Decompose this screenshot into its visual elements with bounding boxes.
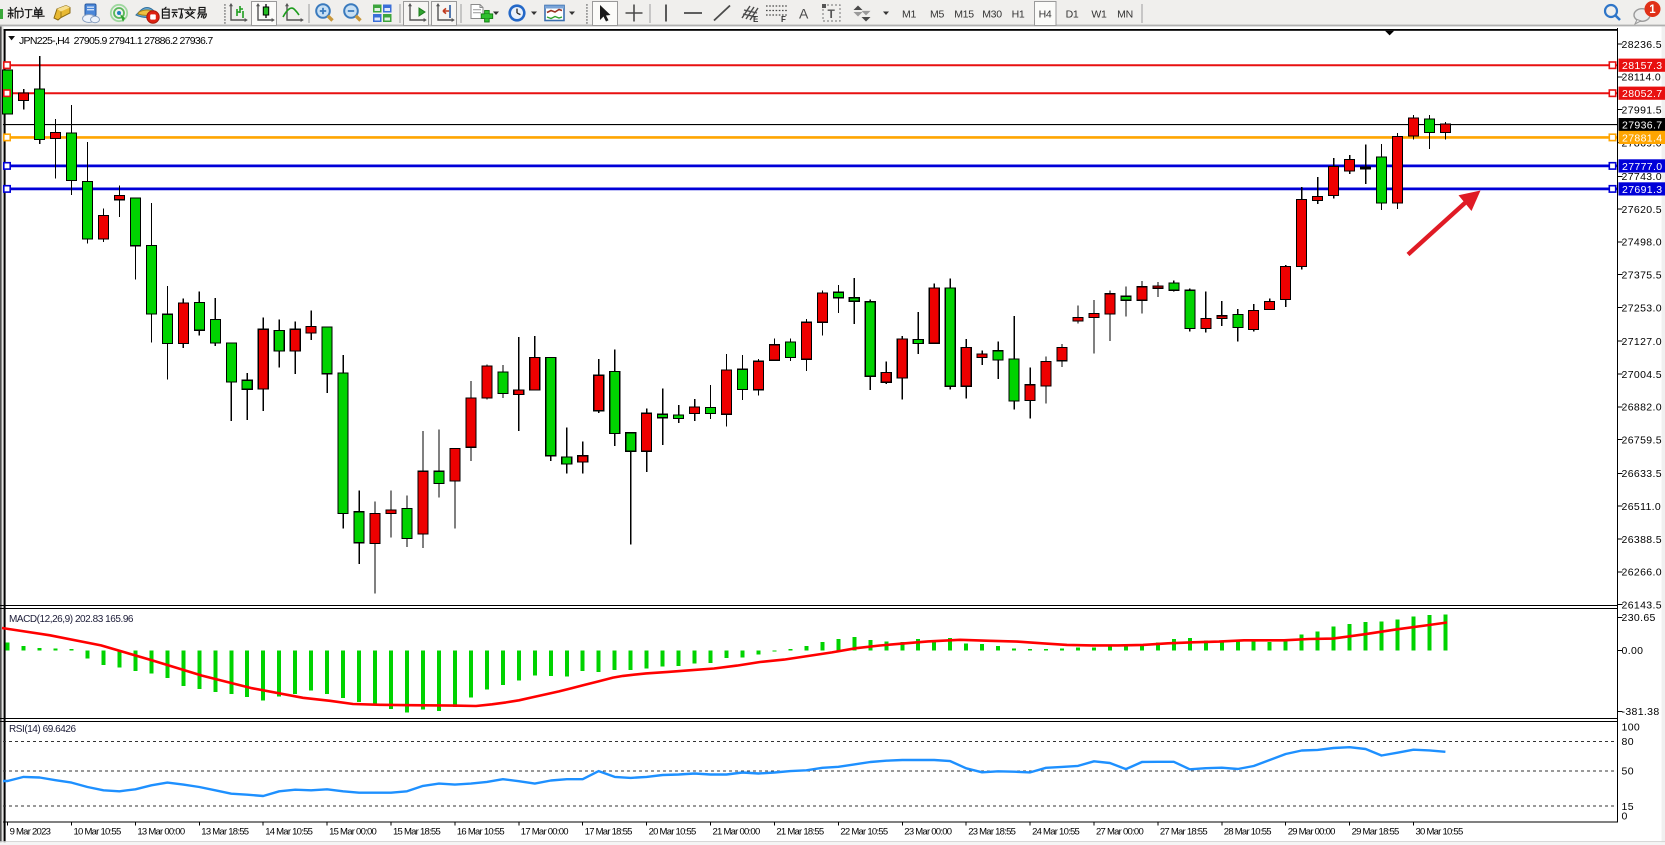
svg-text:H4: H4 xyxy=(1039,8,1052,20)
svg-text:10 Mar 10:55: 10 Mar 10:55 xyxy=(74,827,121,838)
svg-text:0.00: 0.00 xyxy=(1622,645,1644,657)
svg-text:26143.5: 26143.5 xyxy=(1622,599,1662,611)
svg-text:1: 1 xyxy=(1649,4,1656,16)
svg-text:A: A xyxy=(799,6,809,22)
svg-text:0: 0 xyxy=(1622,811,1628,823)
svg-text:27691.3: 27691.3 xyxy=(1622,184,1662,196)
svg-text:23 Mar 18:55: 23 Mar 18:55 xyxy=(968,827,1015,838)
svg-text:27498.0: 27498.0 xyxy=(1622,237,1662,249)
svg-text:MACD(12,26,9) 202.83 165.96: MACD(12,26,9) 202.83 165.96 xyxy=(9,614,134,625)
svg-text:28114.0: 28114.0 xyxy=(1622,72,1662,84)
svg-text:28157.3: 28157.3 xyxy=(1622,60,1662,72)
svg-text:26759.5: 26759.5 xyxy=(1622,434,1662,446)
svg-text:M5: M5 xyxy=(930,8,944,20)
svg-text:28052.7: 28052.7 xyxy=(1622,88,1662,100)
svg-text:23 Mar 00:00: 23 Mar 00:00 xyxy=(904,827,951,838)
svg-text:14 Mar 10:55: 14 Mar 10:55 xyxy=(265,827,312,838)
svg-text:-381.38: -381.38 xyxy=(1622,706,1660,718)
svg-text:RSI(14) 69.6426: RSI(14) 69.6426 xyxy=(9,724,77,735)
svg-text:27936.7: 27936.7 xyxy=(1622,120,1662,132)
svg-text:27620.5: 27620.5 xyxy=(1622,204,1662,216)
svg-text:E: E xyxy=(753,15,759,24)
svg-text:27991.5: 27991.5 xyxy=(1622,105,1662,117)
svg-text:F: F xyxy=(781,15,786,24)
svg-text:21 Mar 18:55: 21 Mar 18:55 xyxy=(776,827,823,838)
svg-text:27127.0: 27127.0 xyxy=(1622,336,1662,348)
svg-text:29 Mar 18:55: 29 Mar 18:55 xyxy=(1352,827,1399,838)
svg-text:M30: M30 xyxy=(982,8,1002,20)
svg-text:22 Mar 10:55: 22 Mar 10:55 xyxy=(840,827,887,838)
svg-text:26882.0: 26882.0 xyxy=(1622,402,1662,414)
svg-text:15 Mar 18:55: 15 Mar 18:55 xyxy=(393,827,440,838)
svg-text:15: 15 xyxy=(1622,801,1634,813)
svg-text:M15: M15 xyxy=(954,8,974,20)
svg-text:27881.4: 27881.4 xyxy=(1622,132,1662,144)
svg-text:13 Mar 00:00: 13 Mar 00:00 xyxy=(137,827,184,838)
svg-text:17 Mar 18:55: 17 Mar 18:55 xyxy=(585,827,632,838)
svg-text:28236.5: 28236.5 xyxy=(1622,39,1662,51)
svg-text:30 Mar 10:55: 30 Mar 10:55 xyxy=(1416,827,1463,838)
svg-text:9 Mar 2023: 9 Mar 2023 xyxy=(10,827,51,838)
svg-text:26388.5: 26388.5 xyxy=(1622,534,1662,546)
svg-text:50: 50 xyxy=(1622,766,1634,778)
svg-text:H1: H1 xyxy=(1012,8,1025,20)
svg-text:T: T xyxy=(828,7,836,21)
svg-text:13 Mar 18:55: 13 Mar 18:55 xyxy=(201,827,248,838)
svg-text:17 Mar 00:00: 17 Mar 00:00 xyxy=(521,827,568,838)
svg-text:27253.0: 27253.0 xyxy=(1622,302,1662,314)
svg-text:W1: W1 xyxy=(1091,8,1107,20)
svg-text:26511.0: 26511.0 xyxy=(1622,501,1662,513)
svg-text:MN: MN xyxy=(1117,8,1133,20)
svg-text:100: 100 xyxy=(1622,721,1641,733)
svg-text:230.65: 230.65 xyxy=(1622,612,1656,624)
svg-text:26633.5: 26633.5 xyxy=(1622,468,1662,480)
svg-text:16 Mar 10:55: 16 Mar 10:55 xyxy=(457,827,504,838)
svg-text:27 Mar 18:55: 27 Mar 18:55 xyxy=(1160,827,1207,838)
svg-text:15 Mar 00:00: 15 Mar 00:00 xyxy=(329,827,376,838)
svg-text:20 Mar 10:55: 20 Mar 10:55 xyxy=(649,827,696,838)
svg-text:27375.5: 27375.5 xyxy=(1622,270,1662,282)
svg-text:26266.0: 26266.0 xyxy=(1622,567,1662,579)
svg-text:27004.5: 27004.5 xyxy=(1622,369,1662,381)
svg-text:27 Mar 00:00: 27 Mar 00:00 xyxy=(1096,827,1143,838)
svg-text:D1: D1 xyxy=(1066,8,1079,20)
svg-text:JPN225-,H4 27905.9 27941.1 27: JPN225-,H4 27905.9 27941.1 27886.2 27936… xyxy=(19,35,213,47)
svg-text:28 Mar 10:55: 28 Mar 10:55 xyxy=(1224,827,1271,838)
svg-text:27743.0: 27743.0 xyxy=(1622,171,1662,183)
svg-text:21 Mar 00:00: 21 Mar 00:00 xyxy=(713,827,760,838)
svg-text:80: 80 xyxy=(1622,736,1634,748)
svg-text:27777.0: 27777.0 xyxy=(1622,161,1662,173)
svg-text:M1: M1 xyxy=(902,8,916,20)
svg-text:29 Mar 00:00: 29 Mar 00:00 xyxy=(1288,827,1335,838)
svg-text:24 Mar 10:55: 24 Mar 10:55 xyxy=(1032,827,1079,838)
